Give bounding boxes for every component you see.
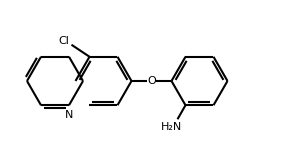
- Text: N: N: [65, 110, 73, 120]
- Text: O: O: [147, 76, 156, 86]
- Text: H₂N: H₂N: [161, 122, 182, 132]
- Text: Cl: Cl: [58, 36, 69, 46]
